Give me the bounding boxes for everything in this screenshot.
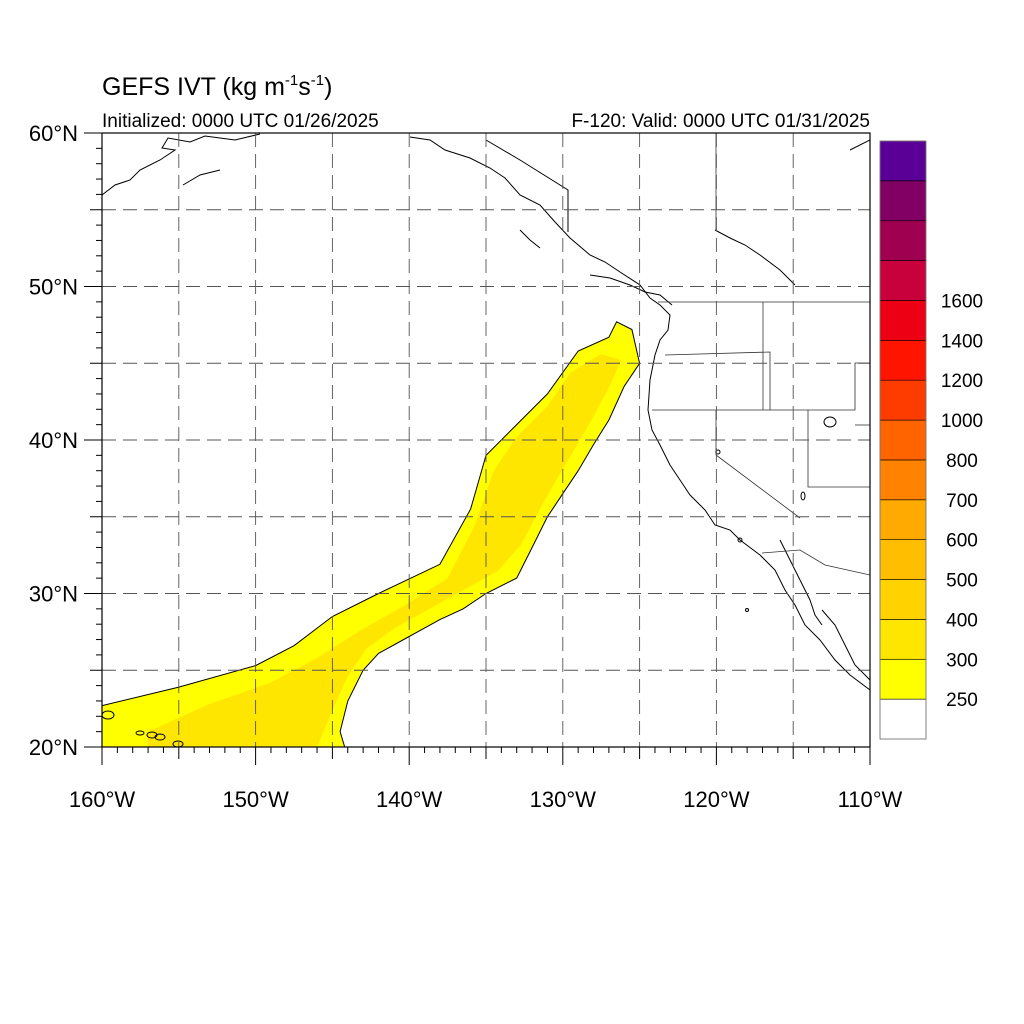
coastline-segment xyxy=(589,274,673,306)
latitude-label: 30°N xyxy=(29,582,78,607)
map-title: GEFS IVT (kg m-1s-1) xyxy=(102,72,332,102)
island-outline xyxy=(102,710,115,720)
legend-swatch xyxy=(879,499,927,540)
latitude-label: 60°N xyxy=(29,121,78,146)
longitude-label: 160°W xyxy=(69,787,136,812)
color-legend: 250 300 400 500 600 700 800 1000 1200 1400 1600 xyxy=(879,140,983,740)
initialized-time: Initialized: 0000 UTC 01/26/2025 xyxy=(102,111,379,132)
legend-label: 250 xyxy=(946,690,978,711)
legend-swatch xyxy=(879,539,927,580)
boundary-line xyxy=(664,351,771,410)
boundary-line xyxy=(807,410,870,488)
legend-label: 800 xyxy=(946,451,978,472)
island-outline xyxy=(154,733,166,741)
legend-swatch xyxy=(879,379,927,421)
title-main: GEFS IVT (kg m xyxy=(102,73,285,101)
coastline-segment xyxy=(849,139,870,151)
coastline-segment xyxy=(102,133,261,196)
latitude-label: 40°N xyxy=(29,428,78,453)
title-exponent-2: -1 xyxy=(310,72,325,89)
title-exponent-1: -1 xyxy=(284,72,299,89)
legend-swatch xyxy=(879,459,927,501)
gridlines xyxy=(102,133,870,747)
island-outline xyxy=(800,491,806,501)
legend-frame xyxy=(879,140,927,740)
legend-label: 600 xyxy=(946,531,978,552)
legend-swatch xyxy=(879,180,927,222)
legend-swatch xyxy=(879,619,927,660)
legend-label: 1200 xyxy=(941,371,983,392)
longitude-label: 140°W xyxy=(376,787,443,812)
island-outline xyxy=(737,537,743,543)
legend-label: 700 xyxy=(946,491,978,512)
coastline-segment xyxy=(409,136,870,691)
legend-swatch xyxy=(879,220,927,261)
coastline-segment xyxy=(714,229,796,286)
island-outline xyxy=(823,416,837,428)
legend-swatch xyxy=(879,260,927,301)
legend-swatch xyxy=(879,140,927,182)
latitude-label: 50°N xyxy=(29,275,78,300)
valid-time: F-120: Valid: 0000 UTC 01/31/2025 xyxy=(571,111,870,132)
longitude-label: 130°W xyxy=(530,787,597,812)
island-outline xyxy=(135,730,145,736)
legend-swatch xyxy=(879,658,927,700)
legend-label: 1600 xyxy=(941,291,983,312)
legend-swatch xyxy=(879,579,927,620)
ivt-plume-300-400 xyxy=(148,354,622,747)
legend-swatch xyxy=(879,419,927,461)
legend-label: 300 xyxy=(946,650,978,671)
legend-label: 1400 xyxy=(941,331,983,352)
legend-label: 500 xyxy=(946,571,978,592)
legend-swatch xyxy=(879,300,927,341)
longitude-label: 120°W xyxy=(683,787,750,812)
title-mid: s xyxy=(298,73,311,101)
title-end: ) xyxy=(324,73,333,101)
longitude-label: 150°W xyxy=(222,787,289,812)
coastline-segment xyxy=(519,229,541,249)
longitude-label: 110°W xyxy=(838,787,903,812)
island-outline xyxy=(172,740,184,747)
coastline-segment xyxy=(485,139,569,232)
boundary-line xyxy=(761,549,870,576)
coastline-segment xyxy=(182,169,221,186)
island-outline xyxy=(146,731,158,739)
latitude-label: 20°N xyxy=(29,735,78,760)
legend-label: 400 xyxy=(946,610,978,631)
axis-ticks: 160°W 150°W 140°W 130°W 120°W 110°W 60°N 50°N 40… xyxy=(29,121,903,812)
coastline-segment xyxy=(779,539,823,626)
legend-swatch xyxy=(879,340,927,381)
legend-label: 1000 xyxy=(941,411,983,432)
island-outline xyxy=(745,608,749,612)
legend-swatch xyxy=(879,698,927,740)
ivt-plume-layer xyxy=(102,321,641,747)
